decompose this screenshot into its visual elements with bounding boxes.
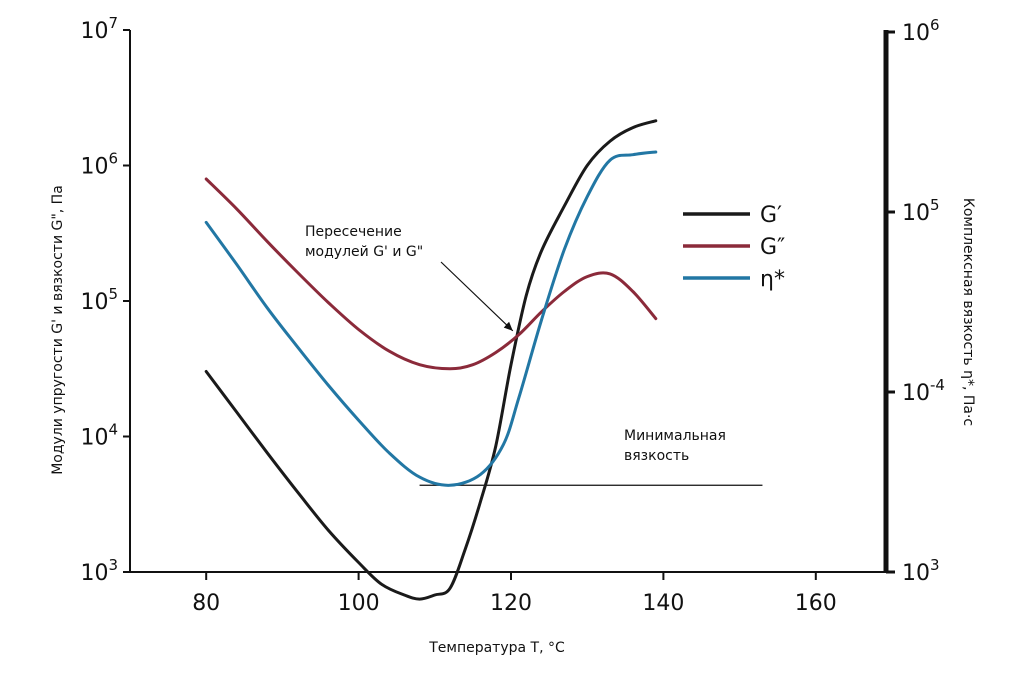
y-left-tick-label-base: 10: [80, 561, 108, 586]
y-left-tick-label-base: 10: [80, 19, 108, 44]
y-right-axis-label: Комплексная вязкость η*, Па·с: [960, 198, 976, 426]
y-right-tick-label-exp: 6: [930, 16, 940, 34]
x-tick-label: 100: [338, 591, 380, 616]
y-right-tick-label-base: 10: [902, 201, 930, 226]
g-double-prime-curve: [204, 177, 658, 371]
legend-complex-viscosity: η*: [683, 267, 785, 292]
y-left-tick-label: 105: [80, 285, 118, 315]
y-left-tick-label: 103: [80, 556, 118, 586]
y-left-tick-label: 107: [80, 14, 118, 44]
x-tick-label: 80: [192, 591, 220, 616]
crossover-label-line2: модулей G' и G": [305, 244, 423, 260]
legend-label: G′: [760, 203, 782, 228]
legend: G′ G″ η*: [683, 203, 785, 292]
y-right-tick-label: 106: [902, 16, 940, 46]
crossover-label: Пересечение модулей G' и G": [305, 224, 423, 260]
crossover-arrow: [440, 261, 514, 332]
min-viscosity-label: Минимальная вязкость: [624, 428, 730, 464]
complex-viscosity-curve: [204, 150, 658, 487]
min-viscosity-label-line1: Минимальная: [624, 428, 726, 444]
y-right-tick-label-exp: 3: [930, 556, 940, 574]
y-left-tick-label-base: 10: [80, 155, 108, 180]
series-layer: [204, 119, 658, 601]
y-left-tick-label-base: 10: [80, 426, 108, 451]
y-right-tick-label: 103: [902, 556, 940, 586]
axes: [129, 30, 892, 573]
y-left-tick-label-exp: 4: [108, 421, 118, 439]
min-viscosity-label-line2: вязкость: [624, 448, 689, 464]
y-right-tick-label: 105: [902, 196, 940, 226]
y-left-tick-label-exp: 3: [108, 556, 118, 574]
g-prime-curve: [204, 119, 658, 601]
x-tick-label: 160: [795, 591, 837, 616]
legend-label: G″: [760, 235, 785, 260]
legend-label: η*: [760, 267, 785, 292]
y-left-tick-label: 104: [80, 421, 118, 451]
legend-g-double-prime: G″: [683, 235, 785, 260]
y-left-tick-label: 106: [80, 150, 118, 180]
y-right-tick-label-base: 10: [902, 381, 930, 406]
y-left-tick-label-base: 10: [80, 290, 108, 315]
crossover-label-line1: Пересечение: [305, 224, 402, 240]
y-left-axis-label: Модули упругости G' и вязкости G", Па: [50, 185, 66, 475]
legend-g-prime: G′: [683, 203, 782, 228]
y-left-tick-label-exp: 6: [108, 150, 118, 168]
x-ticks: 80 100 120 140 160: [192, 572, 837, 616]
x-tick-label: 120: [490, 591, 532, 616]
y-left-tick-label-exp: 5: [108, 285, 118, 303]
y-right-tick-label-base: 10: [902, 561, 930, 586]
y-right-tick-label-base: 10: [902, 21, 930, 46]
x-tick-label: 140: [642, 591, 684, 616]
y-left-tick-label-exp: 7: [108, 14, 118, 32]
y-right-tick-label-exp: 5: [930, 196, 940, 214]
x-axis-label: Температура T, °C: [428, 640, 565, 656]
y-right-tick-label: 10-4: [902, 376, 945, 406]
y-right-tick-label-exp: -4: [930, 376, 945, 394]
